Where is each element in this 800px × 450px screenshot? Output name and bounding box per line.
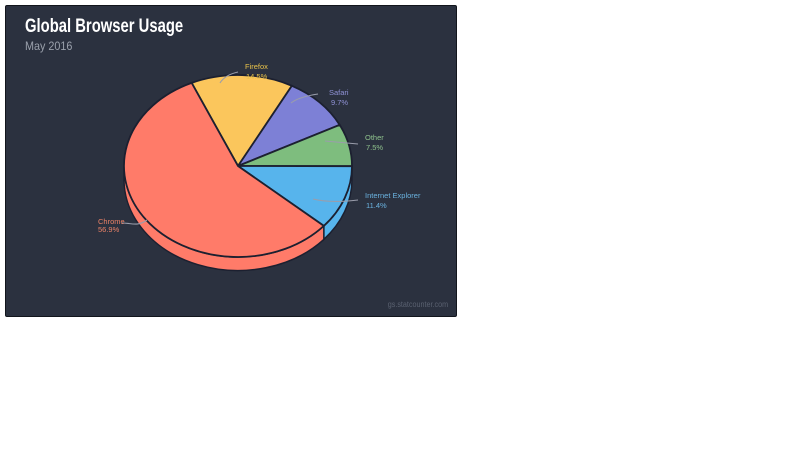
svg-text:Internet Explorer: Internet Explorer <box>365 191 421 200</box>
svg-text:56.9%: 56.9% <box>98 225 120 234</box>
svg-text:11.4%: 11.4% <box>366 201 387 210</box>
svg-text:Safari: Safari <box>329 88 349 97</box>
svg-text:Firefox: Firefox <box>245 62 268 71</box>
svg-text:Other: Other <box>365 133 384 142</box>
svg-text:7.5%: 7.5% <box>366 143 383 152</box>
svg-text:14.5%: 14.5% <box>246 72 268 81</box>
svg-text:9.7%: 9.7% <box>331 98 348 107</box>
